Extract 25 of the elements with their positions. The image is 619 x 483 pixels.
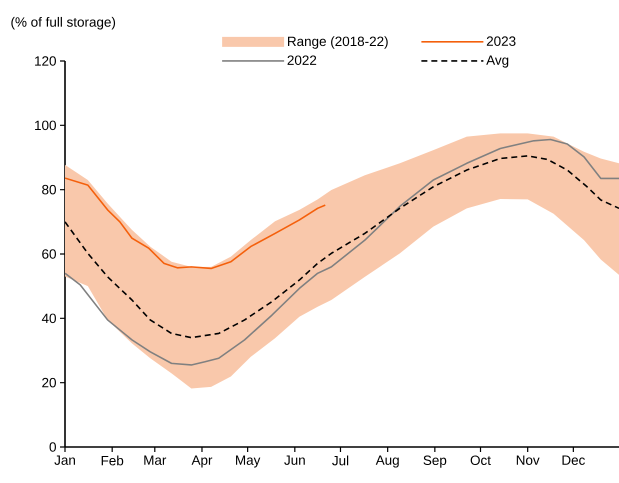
- y-tick-label: 60: [42, 249, 56, 259]
- x-tick-label: Apr: [192, 456, 212, 468]
- y-tick-label: 0: [50, 442, 56, 452]
- x-tick-label: Mar: [144, 456, 166, 465]
- x-tick-label: Oct: [470, 456, 491, 466]
- x-tick-label: Jan: [54, 456, 75, 465]
- x-tick-label: Dec: [562, 456, 585, 465]
- x-tick-label: May: [236, 456, 260, 468]
- x-tick-label: Feb: [102, 456, 124, 466]
- x-tick-label: Nov: [516, 456, 540, 465]
- x-tick-label: Jul: [332, 456, 348, 466]
- x-tick-label: Jun: [284, 456, 305, 465]
- x-tick-label: Aug: [376, 456, 399, 468]
- legend-label: 2022: [288, 55, 316, 65]
- y-tick-label: 40: [42, 314, 56, 324]
- y-tick-label: 80: [42, 184, 56, 194]
- legend-label: 2023: [486, 36, 516, 46]
- y-tick-label: 120: [35, 56, 56, 66]
- legend-label: Avg: [486, 56, 508, 68]
- y-axis-title: (% of full storage): [11, 16, 116, 30]
- y-tick-label: 100: [35, 120, 56, 130]
- line-series: [65, 177, 326, 270]
- y-tick-label: 20: [42, 378, 56, 388]
- x-tick-label: Sep: [423, 456, 446, 468]
- legend-label: Range (2018-22): [288, 36, 388, 49]
